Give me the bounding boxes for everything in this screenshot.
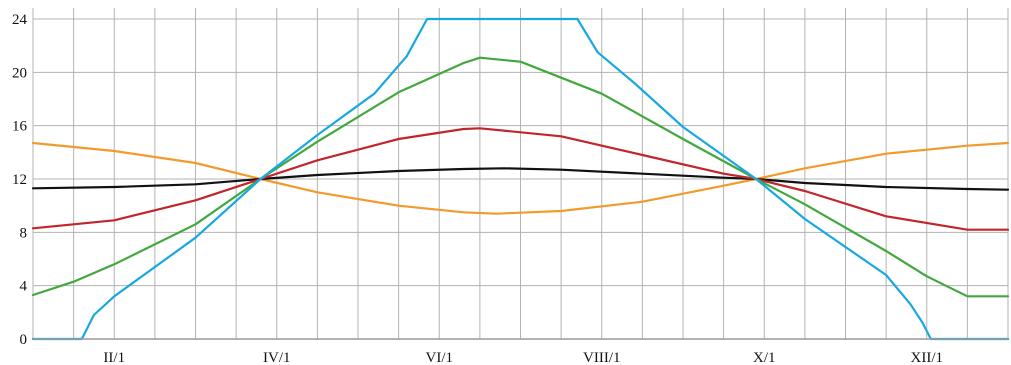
y-tick-label: 20 [12, 65, 27, 81]
y-tick-label: 4 [20, 279, 28, 295]
series-line-5 [31, 17, 1010, 341]
y-tick-label: 24 [12, 12, 28, 28]
y-tick-label: 16 [12, 119, 28, 135]
x-tick-label: II/1 [103, 350, 125, 365]
x-tick-label: VIII/1 [583, 350, 621, 365]
series-line-2 [31, 167, 1010, 191]
y-tick-label: 0 [20, 332, 28, 348]
y-tick-label: 8 [20, 225, 28, 241]
series-line-1 [31, 141, 1010, 215]
series-line-4 [31, 56, 1010, 298]
x-tick-label: XII/1 [911, 350, 944, 365]
x-tick-label: X/1 [753, 350, 776, 365]
x-tick-label: IV/1 [263, 350, 291, 365]
series-line-3 [31, 127, 1010, 231]
x-tick-label: VI/1 [426, 350, 454, 365]
y-tick-label: 12 [12, 172, 27, 188]
